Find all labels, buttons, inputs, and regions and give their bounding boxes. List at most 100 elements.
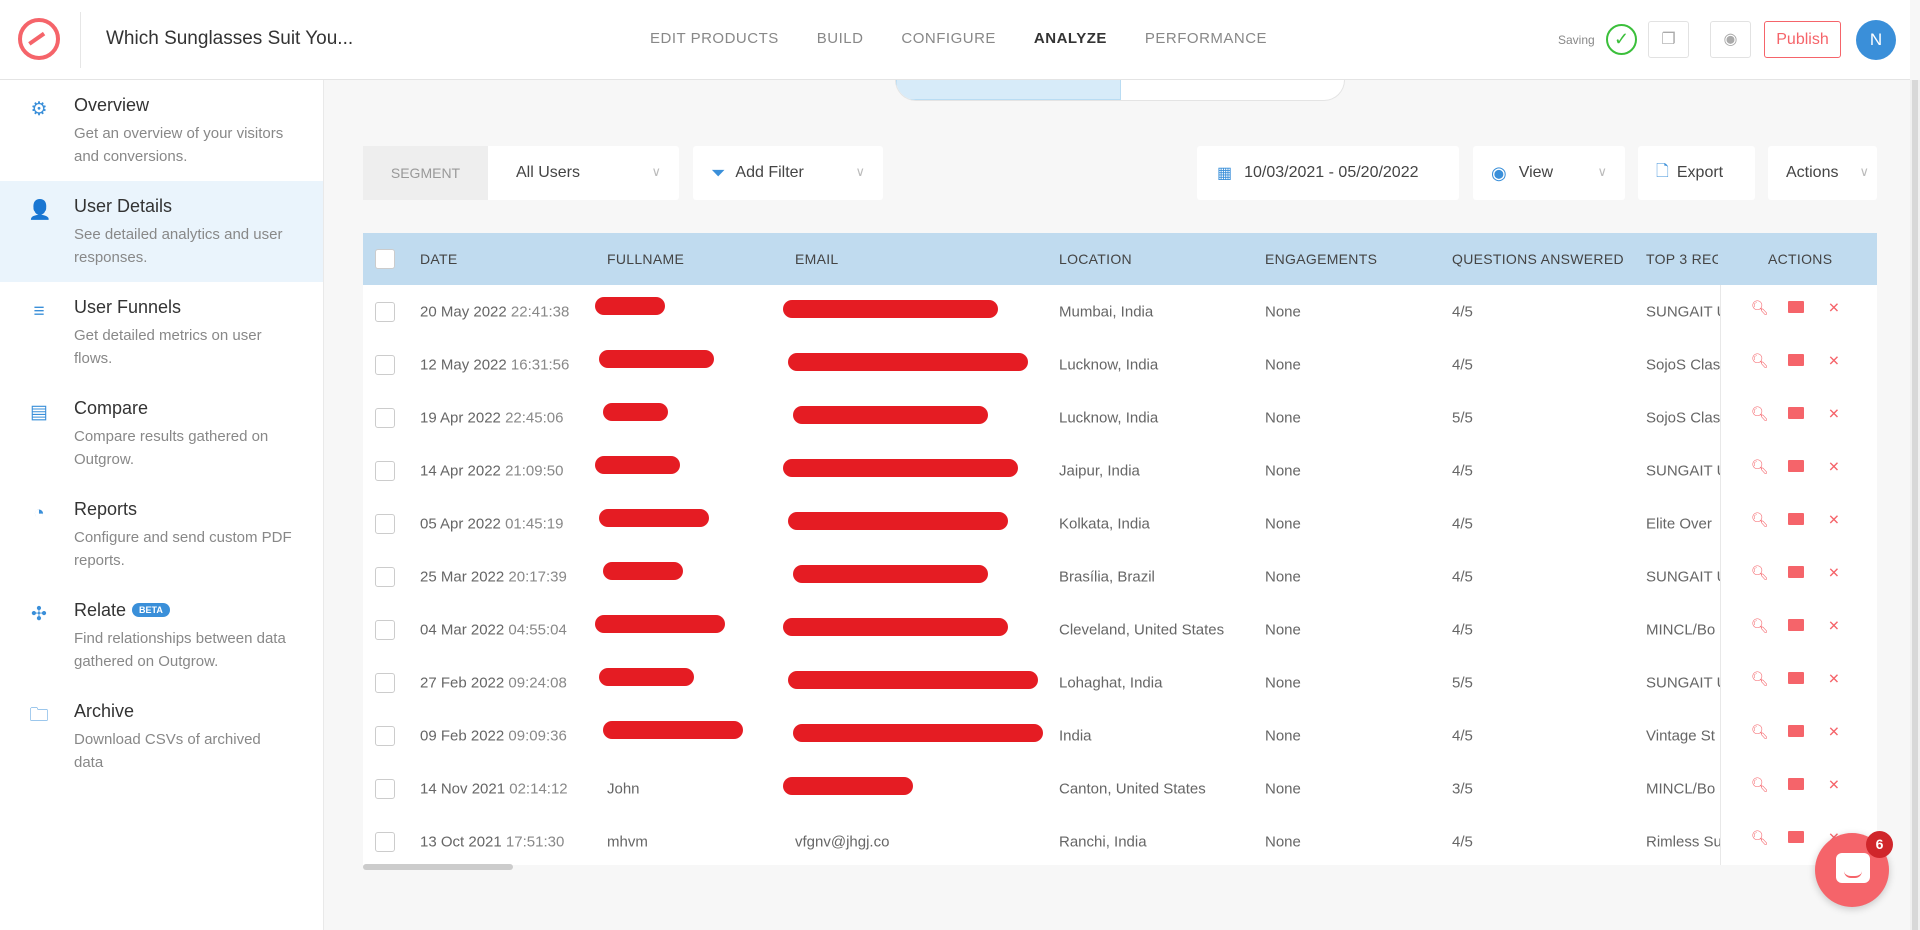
- row-checkbox[interactable]: [375, 725, 395, 746]
- top3-cell: MINCL/Bo: [1646, 780, 1716, 797]
- row-checkbox[interactable]: [375, 672, 395, 693]
- sidebar-item-user-funnels[interactable]: ≡ User Funnels Get detailed metrics on u…: [0, 282, 323, 383]
- view-details-search-icon[interactable]: 🔍︎: [1751, 564, 1769, 580]
- top3-cell: SUNGAIT U: [1646, 462, 1720, 479]
- view-details-search-icon[interactable]: 🔍︎: [1751, 670, 1769, 686]
- sidebar-item-compare[interactable]: ▤ Compare Compare results gathered on Ou…: [0, 383, 323, 484]
- table-row: 27 Feb 2022 09:24:08 Lohaghat, India Non…: [363, 656, 1877, 709]
- email-icon[interactable]: [1788, 724, 1804, 737]
- email-icon[interactable]: [1788, 671, 1804, 684]
- delete-close-icon[interactable]: ✕: [1828, 723, 1840, 739]
- row-checkbox[interactable]: [375, 354, 395, 375]
- tab-leads[interactable]: [896, 80, 1121, 100]
- delete-close-icon[interactable]: ✕: [1828, 352, 1840, 368]
- email-icon[interactable]: [1788, 459, 1804, 472]
- view-details-search-icon[interactable]: 🔍︎: [1751, 458, 1769, 474]
- delete-close-icon[interactable]: ✕: [1828, 670, 1840, 686]
- add-filter-button[interactable]: ⏷ Add Filter ∨: [693, 146, 883, 200]
- email-icon[interactable]: [1788, 777, 1804, 790]
- redacted-email: [793, 723, 1043, 742]
- horizontal-scrollbar[interactable]: [363, 864, 513, 870]
- location-cell: Jaipur, India: [1059, 462, 1140, 479]
- table-row: 12 May 2022 16:31:56 Lucknow, India None…: [363, 338, 1877, 391]
- date-cell: 12 May 2022 16:31:56: [420, 356, 569, 373]
- row-checkbox[interactable]: [375, 301, 395, 322]
- user-icon: 👤: [28, 200, 52, 221]
- delete-close-icon[interactable]: ✕: [1828, 405, 1840, 421]
- email-icon[interactable]: [1788, 406, 1804, 419]
- sidebar-item-relate[interactable]: ✣ Relate BETA Find relationships between …: [0, 585, 323, 686]
- tab-other[interactable]: [1121, 80, 1344, 100]
- email-icon[interactable]: [1788, 618, 1804, 631]
- avatar[interactable]: N: [1856, 20, 1896, 60]
- actions-dropdown[interactable]: Actions ∨: [1768, 146, 1877, 200]
- email-icon[interactable]: [1788, 830, 1804, 843]
- column-location[interactable]: LOCATION: [1059, 251, 1132, 267]
- nav-performance[interactable]: PERFORMANCE: [1144, 30, 1268, 47]
- date-range-picker[interactable]: ▦ 10/03/2021 - 05/20/2022: [1197, 146, 1459, 200]
- preview-button[interactable]: ◉: [1710, 21, 1751, 58]
- column-questions-answered[interactable]: QUESTIONS ANSWERED: [1452, 251, 1624, 267]
- view-details-search-icon[interactable]: 🔍︎: [1751, 617, 1769, 633]
- sidebar-item-user-details[interactable]: 👤 User Details See detailed analytics an…: [0, 181, 323, 282]
- project-title[interactable]: Which Sunglasses Suit You...: [106, 28, 354, 49]
- questions-cell: 4/5: [1452, 568, 1473, 585]
- column-engagements[interactable]: ENGAGEMENTS: [1265, 251, 1378, 267]
- sidebar-item-overview[interactable]: ⚙ Overview Get an overview of your visit…: [0, 80, 323, 181]
- view-label: View: [1518, 164, 1554, 181]
- row-checkbox[interactable]: [375, 619, 395, 640]
- export-button[interactable]: 🗋 Export: [1638, 146, 1755, 200]
- duplicate-button[interactable]: ❐: [1648, 21, 1689, 58]
- view-details-search-icon[interactable]: 🔍︎: [1751, 511, 1769, 527]
- column-date[interactable]: DATE: [420, 251, 458, 267]
- delete-close-icon[interactable]: ✕: [1828, 511, 1840, 527]
- date-cell: 27 Feb 2022 09:24:08: [420, 674, 567, 691]
- delete-close-icon[interactable]: ✕: [1828, 458, 1840, 474]
- select-all-checkbox[interactable]: [375, 249, 395, 269]
- column-top3[interactable]: TOP 3 RECO: [1646, 251, 1718, 267]
- vertical-scrollbar[interactable]: [1910, 80, 1920, 930]
- sidebar-item-label: Reports: [74, 499, 138, 519]
- redacted-email: [783, 458, 1018, 477]
- email-icon[interactable]: [1788, 353, 1804, 366]
- view-details-search-icon[interactable]: 🔍︎: [1751, 723, 1769, 739]
- view-details-search-icon[interactable]: 🔍︎: [1751, 405, 1769, 421]
- date-value: 12 May 2022: [420, 356, 507, 373]
- email-icon[interactable]: [1788, 512, 1804, 525]
- row-checkbox[interactable]: [375, 831, 395, 852]
- row-checkbox[interactable]: [375, 513, 395, 534]
- segment-dropdown[interactable]: SEGMENT All Users ∨: [363, 146, 679, 200]
- email-icon[interactable]: [1788, 300, 1804, 313]
- column-email[interactable]: EMAIL: [795, 251, 839, 267]
- eye-icon: ◉: [1723, 31, 1738, 48]
- time-value: 22:41:38: [510, 303, 570, 320]
- email-icon[interactable]: [1788, 565, 1804, 578]
- delete-close-icon[interactable]: ✕: [1828, 617, 1840, 633]
- row-checkbox[interactable]: [375, 460, 395, 481]
- outgrow-logo[interactable]: [18, 18, 60, 60]
- view-dropdown[interactable]: ◉ View ∨: [1473, 146, 1625, 200]
- nav-configure[interactable]: CONFIGURE: [901, 30, 996, 47]
- delete-close-icon[interactable]: ✕: [1828, 564, 1840, 580]
- view-details-search-icon[interactable]: 🔍︎: [1751, 829, 1769, 845]
- column-fullname[interactable]: FULLNAME: [607, 251, 685, 267]
- view-details-search-icon[interactable]: 🔍︎: [1751, 299, 1769, 315]
- nav-build[interactable]: BUILD: [816, 30, 864, 47]
- row-checkbox[interactable]: [375, 566, 395, 587]
- publish-button[interactable]: Publish: [1764, 21, 1841, 58]
- top3-cell: MINCL/Bo: [1646, 621, 1716, 638]
- view-details-search-icon[interactable]: 🔍︎: [1751, 776, 1769, 792]
- location-cell: Mumbai, India: [1059, 303, 1154, 320]
- sidebar-item-description: Download CSVs of archived data: [74, 731, 261, 771]
- date-value: 13 Oct 2021: [420, 833, 502, 850]
- nav-analyze[interactable]: ANALYZE: [1033, 30, 1107, 47]
- delete-close-icon[interactable]: ✕: [1828, 776, 1840, 792]
- delete-close-icon[interactable]: ✕: [1828, 299, 1840, 315]
- row-checkbox[interactable]: [375, 407, 395, 428]
- row-checkbox[interactable]: [375, 778, 395, 799]
- nav-edit-products[interactable]: EDIT PRODUCTS: [650, 30, 779, 47]
- sidebar-item-archive[interactable]: 🗀 Archive Download CSVs of archived data: [0, 686, 323, 787]
- location-cell: Lohaghat, India: [1059, 674, 1163, 691]
- view-details-search-icon[interactable]: 🔍︎: [1751, 352, 1769, 368]
- sidebar-item-reports[interactable]: ◔ Reports Configure and send custom PDF …: [0, 484, 323, 585]
